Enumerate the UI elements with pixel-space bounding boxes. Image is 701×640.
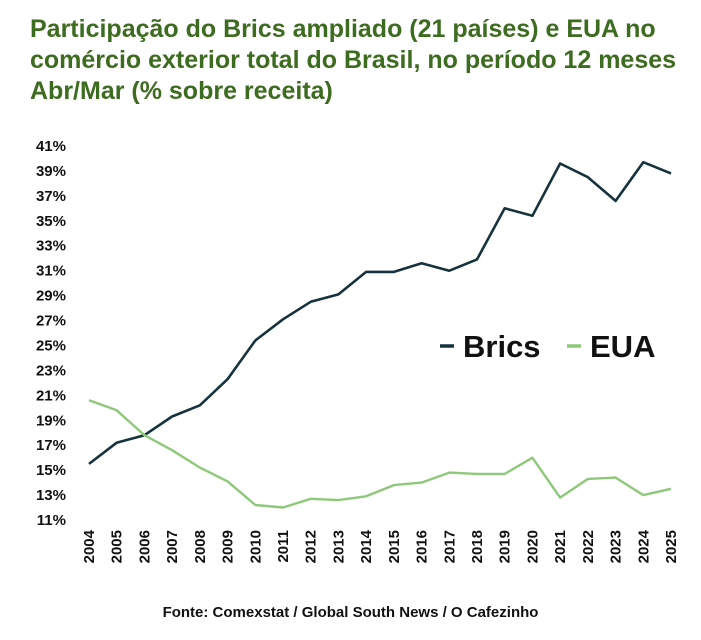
series-line-brics bbox=[88, 160, 672, 465]
y-tick-label: 37% bbox=[36, 188, 66, 205]
x-tick-label: 2011 bbox=[275, 530, 292, 563]
x-tick-label: 2016 bbox=[414, 530, 431, 563]
y-tick-label: 39% bbox=[36, 163, 66, 180]
x-tick-label: 2020 bbox=[524, 530, 541, 563]
x-tick-label: 2012 bbox=[303, 530, 320, 563]
legend-label-brics: Brics bbox=[463, 329, 541, 364]
y-tick-label: 25% bbox=[36, 337, 66, 354]
legend: Brics EUA bbox=[440, 329, 655, 364]
x-tick-label: 2018 bbox=[469, 530, 486, 563]
x-tick-label: 2014 bbox=[358, 529, 375, 563]
y-tick-label: 13% bbox=[36, 487, 66, 504]
y-axis-ticks: 11% 13% 15% 17% 19% 21% 23% 25% 27% 29% 31% 33% 35% 3… bbox=[36, 138, 66, 529]
x-tick-label: 2013 bbox=[330, 530, 347, 563]
series-line-eua bbox=[88, 399, 672, 509]
x-axis-ticks: 2004 2005 2006 2007 2008 2009 2010 2011 2012 2013… bbox=[81, 529, 680, 563]
x-tick-label: 2006 bbox=[136, 530, 153, 563]
y-tick-label: 29% bbox=[36, 288, 66, 305]
y-tick-label: 21% bbox=[36, 387, 66, 404]
x-tick-label: 2008 bbox=[192, 530, 209, 563]
y-tick-label: 41% bbox=[36, 138, 66, 155]
legend-label-eua: EUA bbox=[590, 329, 655, 364]
y-tick-label: 11% bbox=[37, 512, 66, 529]
y-tick-label: 19% bbox=[36, 412, 66, 429]
x-tick-label: 2022 bbox=[580, 530, 597, 563]
x-tick-label: 2023 bbox=[608, 530, 625, 563]
x-tick-label: 2009 bbox=[220, 530, 237, 563]
x-tick-label: 2010 bbox=[247, 530, 264, 563]
x-tick-label: 2019 bbox=[497, 530, 514, 563]
series-lines bbox=[88, 160, 672, 509]
x-tick-label: 2004 bbox=[81, 529, 98, 563]
y-tick-label: 27% bbox=[36, 313, 66, 330]
x-tick-label: 2024 bbox=[635, 529, 652, 563]
x-tick-label: 2005 bbox=[109, 530, 126, 563]
line-chart: 11% 13% 15% 17% 19% 21% 23% 25% 27% 29% 31% 33% 35% 3… bbox=[36, 138, 680, 563]
x-tick-label: 2007 bbox=[164, 530, 181, 563]
y-tick-label: 31% bbox=[36, 263, 66, 280]
y-tick-label: 35% bbox=[36, 213, 66, 230]
y-tick-label: 23% bbox=[36, 362, 66, 379]
x-tick-label: 2021 bbox=[552, 530, 569, 563]
x-tick-label: 2017 bbox=[441, 530, 458, 563]
x-tick-label: 2025 bbox=[663, 530, 680, 563]
chart-title: Participação do Brics ampliado (21 paíse… bbox=[30, 15, 677, 105]
y-tick-label: 33% bbox=[36, 238, 66, 255]
y-tick-label: 17% bbox=[36, 437, 66, 454]
y-tick-label: 15% bbox=[36, 462, 66, 479]
x-tick-label: 2015 bbox=[386, 530, 403, 563]
source-note: Fonte: Comexstat / Global South News / O… bbox=[162, 604, 539, 621]
